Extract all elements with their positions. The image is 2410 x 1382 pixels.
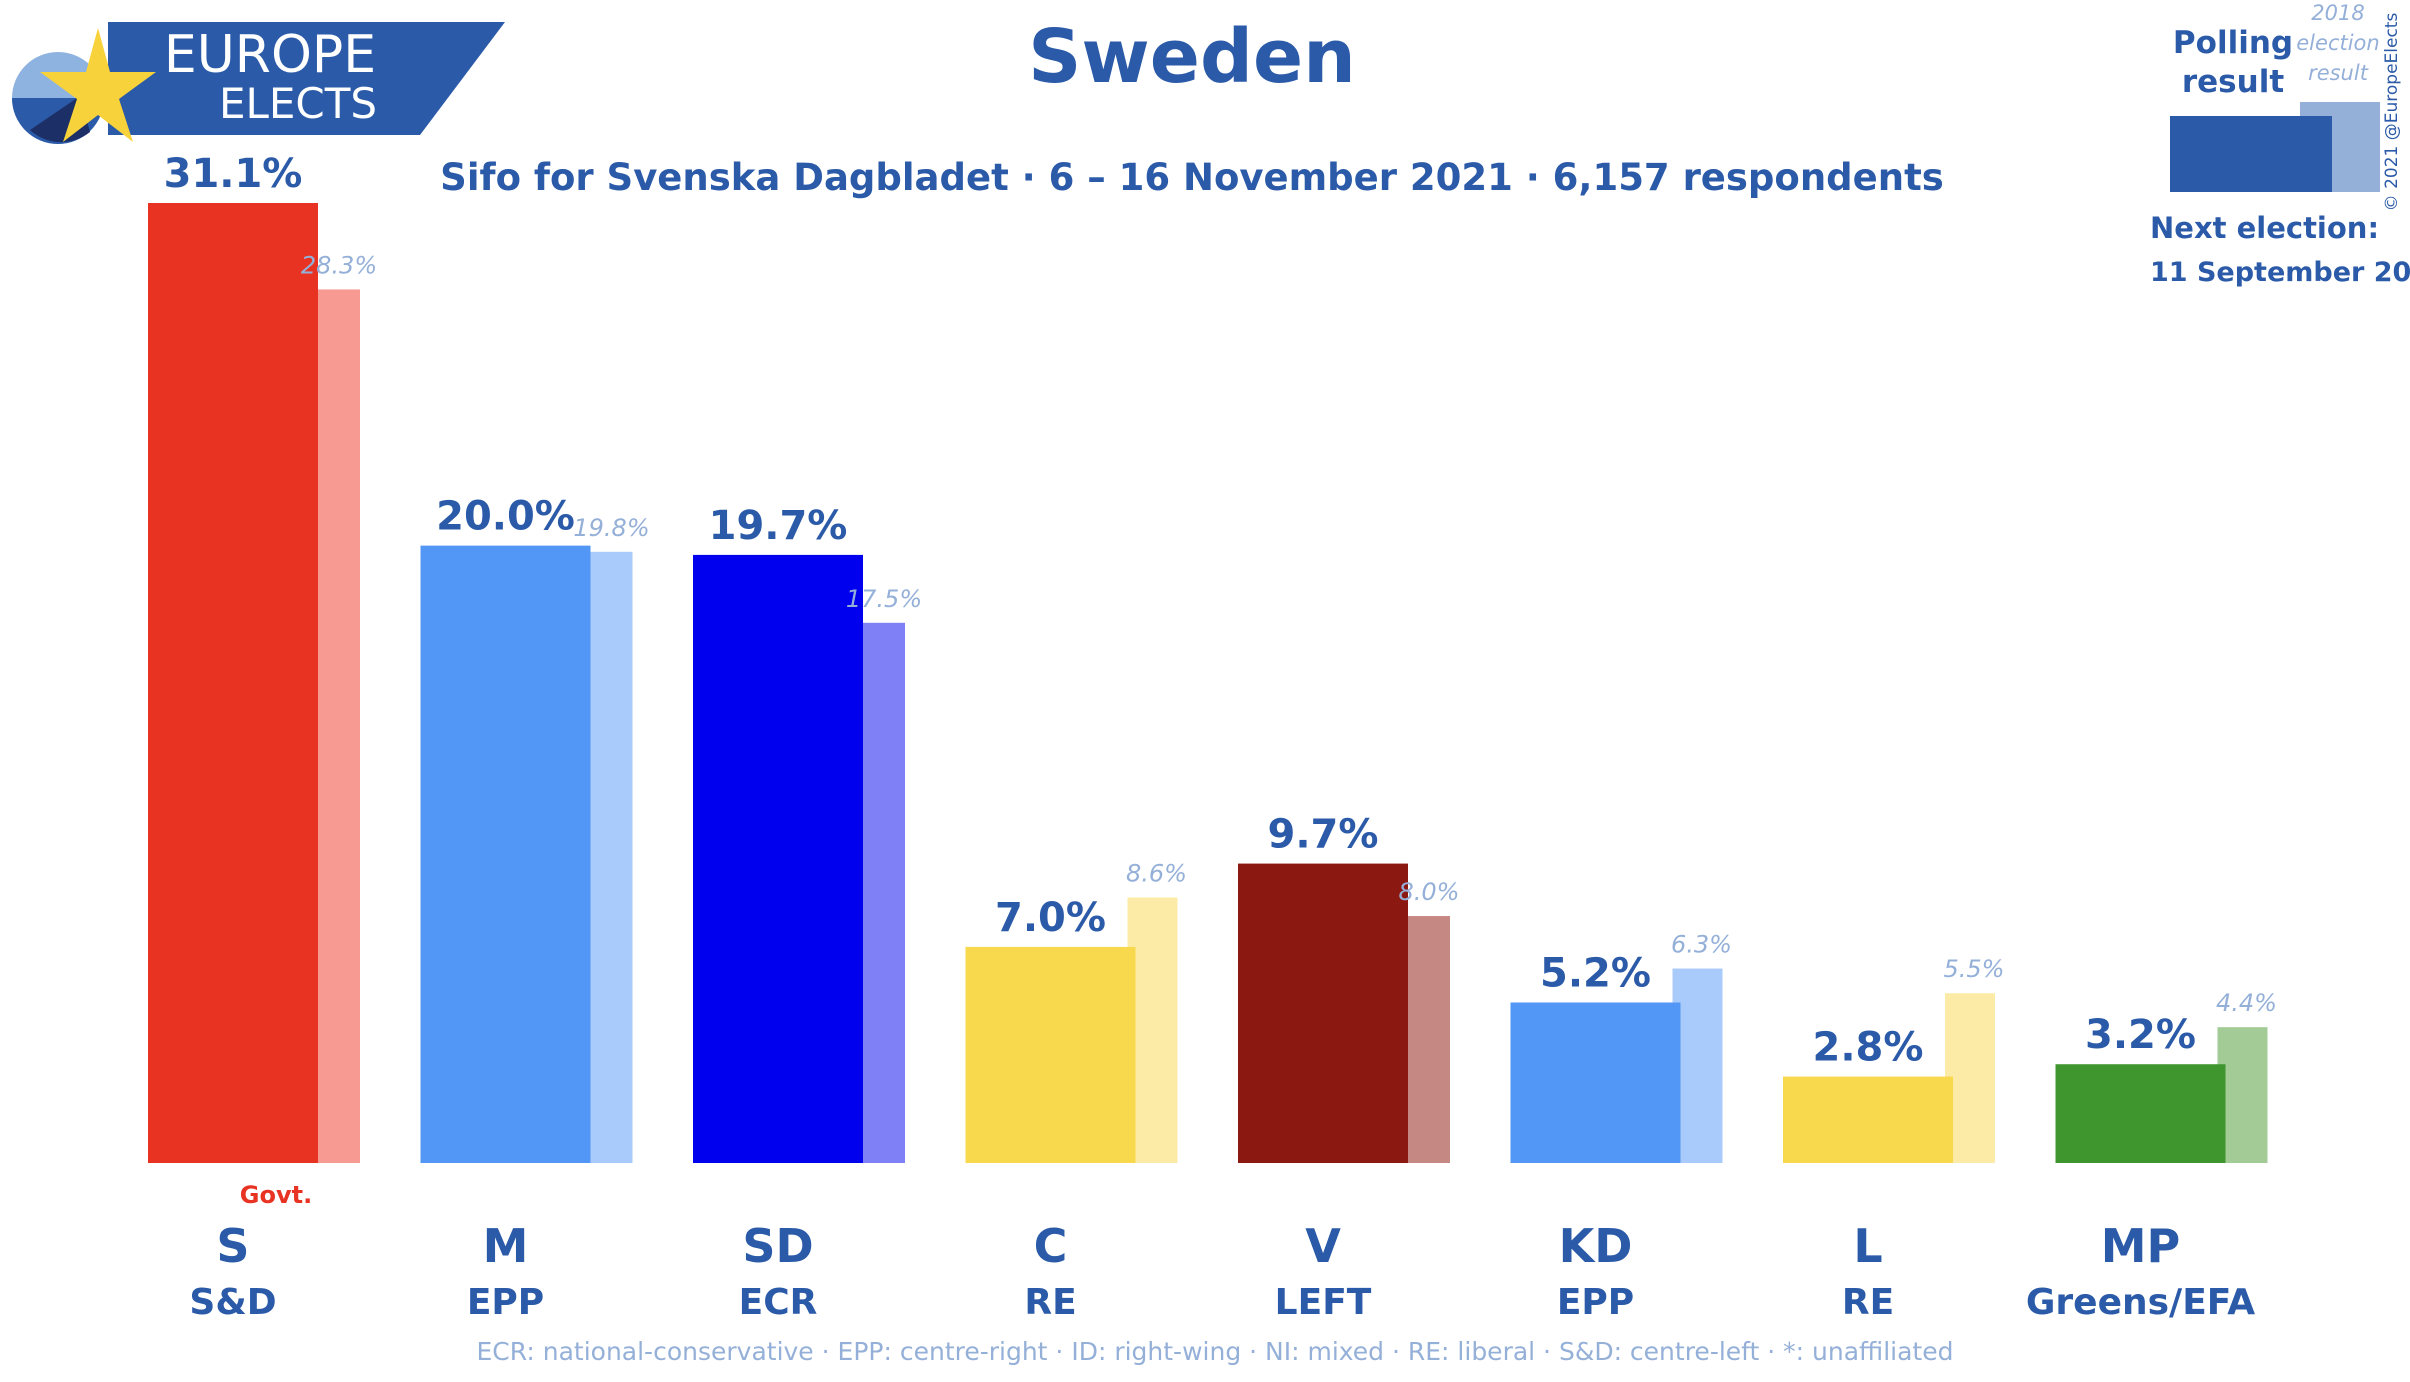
election-value-label-mp: 4.4% [2216, 989, 2277, 1017]
group-label-v: LEFT [1275, 1282, 1372, 1323]
bar-election-mp [2217, 1027, 2268, 1163]
party-label-m: M [483, 1219, 529, 1273]
election-value-label-m: 19.8% [573, 514, 649, 542]
bar-election-sd [855, 622, 905, 1163]
bar-poll-v [1238, 863, 1408, 1163]
party-label-v: V [1305, 1219, 1341, 1273]
bar-election-s [310, 289, 360, 1163]
group-label-l: RE [1842, 1282, 1894, 1323]
legend-poll-label-2: result [2182, 64, 2284, 100]
logo-line2: ELECTS [219, 79, 377, 128]
party-label-c: C [1034, 1219, 1068, 1273]
party-label-mp: MP [2101, 1219, 2181, 1273]
star-icon [40, 28, 156, 142]
legend-election-label-3: result [2308, 61, 2369, 85]
group-label-mp: Greens/EFA [2026, 1282, 2255, 1323]
logo-line1: EUROPE [164, 25, 376, 85]
election-value-label-kd: 6.3% [1671, 931, 1732, 959]
party-label-kd: KD [1559, 1219, 1633, 1273]
election-value-label-v: 8.0% [1399, 878, 1460, 906]
election-value-label-c: 8.6% [1126, 860, 1187, 888]
poll-value-label-v: 9.7% [1268, 812, 1379, 858]
page-subtitle: Sifo for Svenska Dagbladet · 6 – 16 Nove… [440, 156, 1944, 199]
poll-value-label-m: 20.0% [436, 494, 575, 540]
group-label-s: S&D [189, 1282, 276, 1323]
election-value-label-l: 5.5% [1944, 955, 2005, 983]
bar-election-v [1400, 916, 1450, 1163]
poll-value-label-sd: 19.7% [709, 503, 848, 549]
party-label-sd: SD [742, 1219, 813, 1273]
group-label-m: EPP [467, 1282, 544, 1323]
copyright-text: © 2021 @EuropeElects [2382, 13, 2402, 212]
party-label-l: L [1853, 1219, 1882, 1273]
bar-election-c [1127, 897, 1178, 1163]
poll-value-label-c: 7.0% [995, 895, 1106, 941]
poll-value-label-mp: 3.2% [2085, 1012, 2196, 1058]
election-value-label-s: 28.3% [301, 251, 377, 279]
logo-banner [108, 22, 505, 135]
bar-poll-l [1783, 1076, 1953, 1163]
group-label-sd: ECR [739, 1282, 818, 1323]
page-title: Sweden [1028, 14, 1356, 100]
legend-election-label-1: 2018 [2311, 1, 2364, 25]
poll-value-label-s: 31.1% [164, 151, 303, 197]
party-label-s: S [216, 1219, 249, 1273]
next-election-label: Next election: [2150, 211, 2379, 245]
group-label-c: RE [1024, 1282, 1076, 1323]
europe-elects-logo: EUROPE ELECTS [12, 22, 505, 144]
bar-poll-sd [693, 554, 863, 1163]
bar-poll-c [965, 946, 1136, 1163]
legend-election-label-2: election [2296, 31, 2379, 55]
poll-value-label-kd: 5.2% [1540, 950, 1651, 996]
legend: Polling result 2018 election result © 20… [2150, 1, 2410, 288]
bar-poll-s [148, 203, 318, 1163]
bar-election-kd [1672, 968, 1723, 1163]
govt-label: Govt. [240, 1181, 312, 1209]
poll-value-label-l: 2.8% [1813, 1025, 1924, 1071]
bar-poll-m [420, 545, 591, 1163]
election-value-label-sd: 17.5% [846, 585, 922, 613]
legend-poll-swatch [2170, 116, 2332, 192]
footer-note: ECR: national-conservative · EPP: centre… [477, 1337, 1954, 1366]
bar-poll-kd [1510, 1002, 1681, 1163]
bar-election-l [1945, 993, 1995, 1163]
bar-poll-mp [2055, 1064, 2226, 1163]
group-label-kd: EPP [1557, 1282, 1634, 1323]
bar-group: 31.1% 28.3% S S&D 20.0%19.8% M EPP 19.7% 17.5% SD… [148, 151, 2277, 1323]
legend-poll-label-1: Polling [2173, 25, 2293, 61]
next-election-date: 11 September 2022 [2150, 257, 2410, 288]
bar-election-m [582, 551, 633, 1163]
